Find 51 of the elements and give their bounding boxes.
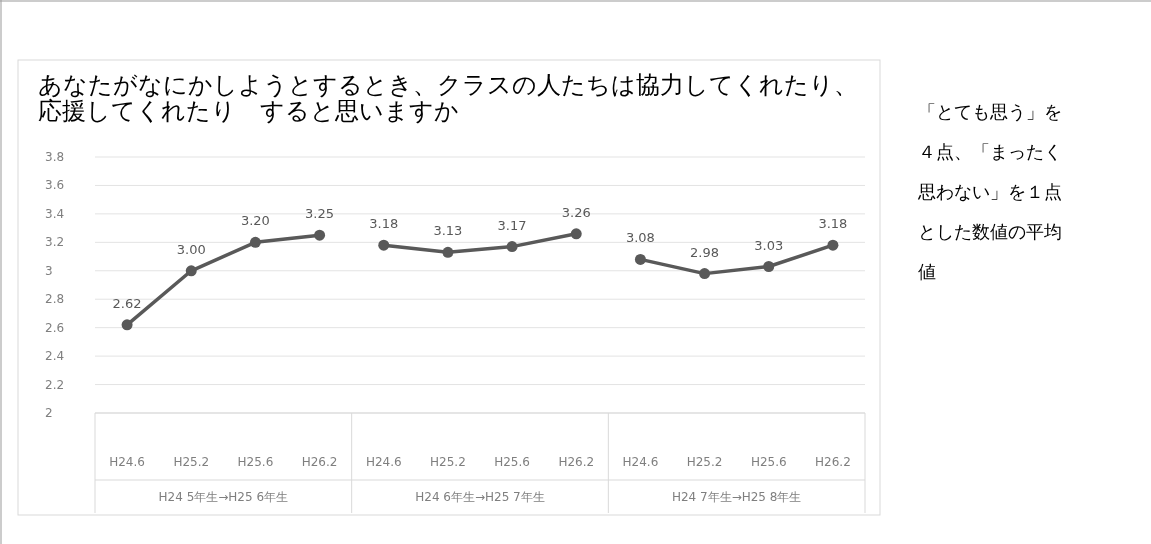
y-tick-label: 2.8 xyxy=(45,292,65,307)
point xyxy=(570,228,582,240)
data-label: 3.26 xyxy=(561,204,591,220)
point xyxy=(699,268,711,280)
y-tick-label: 2 xyxy=(45,406,53,420)
x-tick-label: H26.2 xyxy=(301,455,338,469)
data-label: 3.20 xyxy=(240,213,270,229)
data-label: 3.13 xyxy=(433,223,463,239)
point xyxy=(378,239,390,251)
x-tick-label: H26.2 xyxy=(558,455,595,469)
text: H24 5年生→H25 6年生 xyxy=(158,490,289,504)
data-label: 3.03 xyxy=(754,237,784,253)
text: H24 6年生→H25 7年生 xyxy=(415,490,545,504)
data-label: 2.62 xyxy=(112,295,142,311)
y-tick-label: 3.6 xyxy=(45,178,65,193)
text: 「とても思う」を４点、「まったく思わない」を１点とした数値の平均値 xyxy=(918,100,1063,284)
point xyxy=(634,253,646,265)
data-label: 3.18 xyxy=(818,216,848,232)
data-label: 3.25 xyxy=(305,206,335,222)
y-tick-label: 2.4 xyxy=(45,349,65,364)
point xyxy=(442,246,454,258)
x-tick-label: H24.6 xyxy=(622,455,659,469)
data-label: 2.98 xyxy=(690,244,720,260)
y-tick-label: 3.8 xyxy=(45,150,65,164)
point xyxy=(249,236,261,248)
x-tick-label: H25.6 xyxy=(494,455,530,469)
x-tick-label: H25.2 xyxy=(686,455,723,469)
point xyxy=(763,261,775,273)
point xyxy=(506,241,518,253)
data-label: 3.18 xyxy=(369,216,399,232)
y-tick-label: 3.2 xyxy=(45,235,65,250)
point xyxy=(827,239,839,251)
y-tick-label: 3 xyxy=(45,263,53,278)
point xyxy=(185,265,197,277)
x-tick-label: H25.2 xyxy=(430,455,466,469)
point xyxy=(314,229,326,241)
x-tick-label: H26.2 xyxy=(815,455,851,469)
chart-title: あなたがなにかしようとするとき、クラスの人たちは協力してくれたり、応援してくれたり すると思いますか xyxy=(38,71,859,125)
y-tick-label: 3.4 xyxy=(45,206,65,221)
y-tick-label: 2.6 xyxy=(45,320,65,335)
x-tick-label: H25.2 xyxy=(173,455,210,469)
data-label: 3.17 xyxy=(497,217,527,233)
x-tick-label: H25.6 xyxy=(750,455,787,469)
point xyxy=(121,319,133,331)
data-label: 3.08 xyxy=(625,230,655,246)
data-label: 3.00 xyxy=(176,241,206,257)
text: H24 7年生→H25 8年生 xyxy=(671,490,802,504)
y-tick-label: 2.2 xyxy=(45,377,65,392)
x-tick-label: H24.6 xyxy=(365,455,402,469)
x-tick-label: H24.6 xyxy=(109,455,145,469)
x-tick-label: H25.6 xyxy=(237,455,274,469)
